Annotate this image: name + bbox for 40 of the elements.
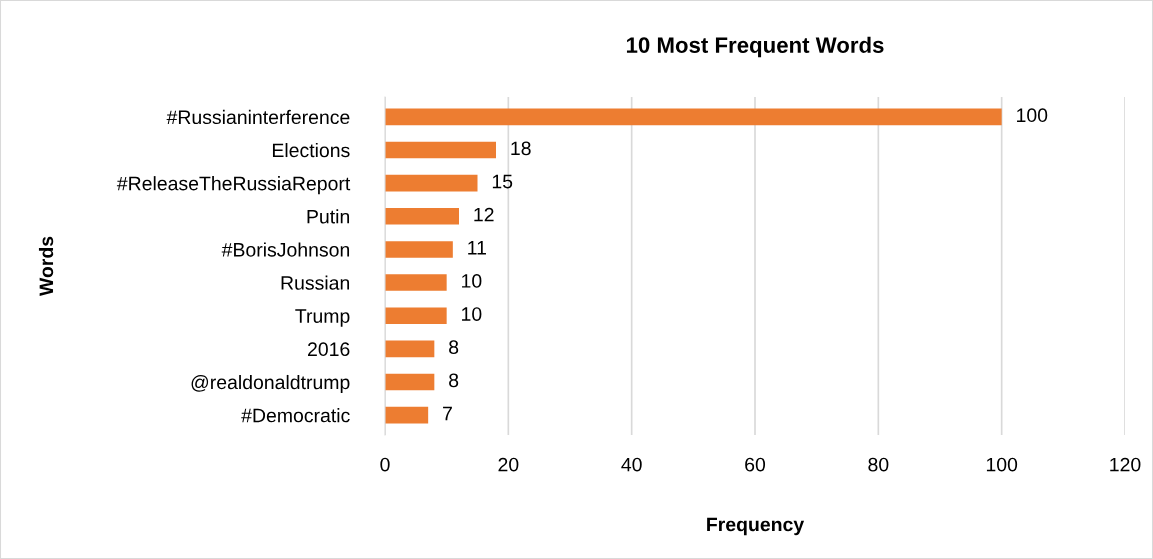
bar	[385, 141, 496, 159]
y-tick-label: #Russianinterference	[166, 109, 350, 125]
y-tick-label: @realdonaldtrump	[191, 374, 350, 394]
data-label: 15	[492, 174, 513, 189]
data-label: 8	[449, 373, 459, 388]
x-tick-label: 120	[1110, 457, 1141, 472]
bar	[385, 174, 478, 192]
x-tick-label: 80	[868, 457, 889, 472]
y-tick-label: #Democratic	[241, 408, 350, 423]
y-axis-title: Words	[38, 236, 54, 297]
bar	[385, 307, 447, 324]
data-label: 7	[443, 406, 452, 421]
bar	[385, 340, 435, 358]
y-tick-label: #BorisJohnson	[221, 242, 350, 257]
data-label: 12	[474, 207, 494, 222]
x-tick-label: 60	[745, 457, 766, 472]
chart-title: 10 Most Frequent Words	[626, 36, 884, 58]
bar	[385, 208, 459, 225]
y-tick-label: 2016	[308, 342, 350, 357]
data-label: 100	[1017, 108, 1048, 123]
x-tick-label: 40	[621, 457, 642, 472]
y-tick-label: Russian	[281, 275, 350, 290]
data-label: 10	[462, 274, 482, 288]
data-label: 8	[449, 340, 459, 355]
bar	[385, 373, 435, 391]
y-tick-label: Elections	[272, 142, 350, 158]
y-tick-label: Trump	[295, 309, 350, 327]
data-label: 10	[462, 307, 482, 321]
bar	[385, 274, 447, 291]
x-axis-title: Frequency	[707, 517, 805, 536]
x-tick-label: 100	[986, 457, 1018, 472]
bar	[385, 406, 429, 424]
data-label: 18	[511, 141, 531, 156]
y-tick-label: #ReleaseTheRussiaReport	[116, 176, 351, 195]
bar	[385, 108, 1002, 126]
bar	[385, 241, 453, 258]
x-tick-label: 0	[380, 457, 390, 472]
data-label: 11	[468, 241, 486, 255]
y-tick-label: Putin	[307, 209, 350, 224]
x-tick-label: 20	[498, 457, 519, 472]
